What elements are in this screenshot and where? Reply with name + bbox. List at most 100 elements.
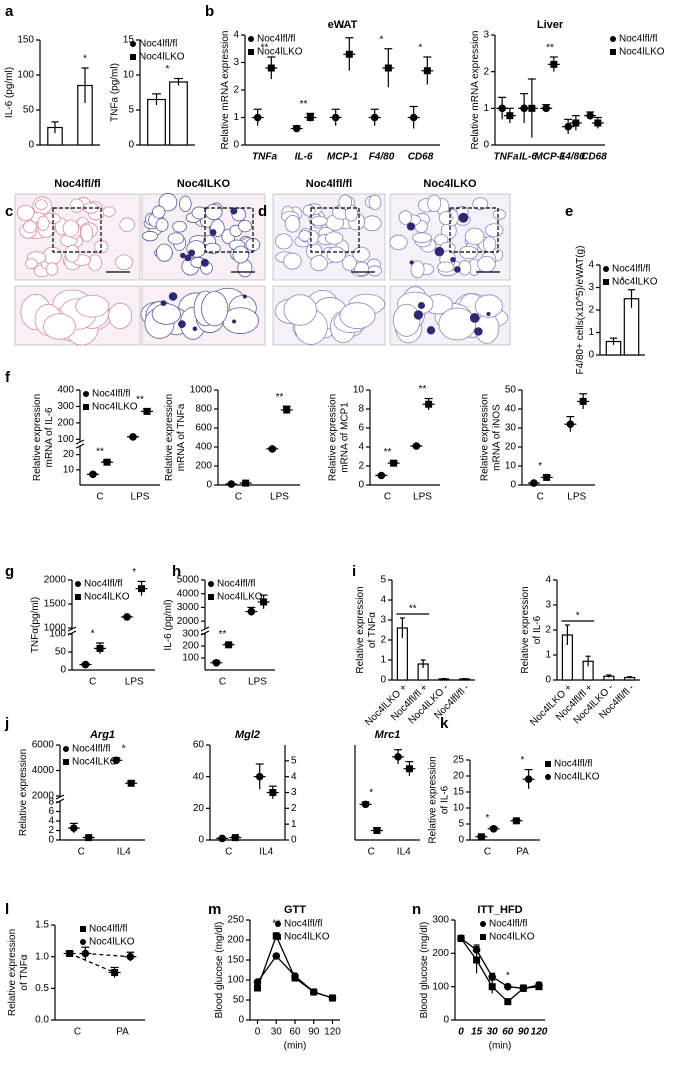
adipocyte	[437, 261, 455, 273]
series-line	[69, 952, 115, 974]
y-tick-label: 4000	[32, 765, 55, 776]
x-tick-label: IL-6	[519, 152, 537, 163]
stain	[413, 310, 424, 320]
series-line	[85, 952, 131, 958]
legend-marker	[83, 391, 89, 397]
adipocyte	[158, 193, 178, 212]
adipocyte	[179, 195, 192, 213]
y-tick-label: 1000	[190, 385, 213, 396]
legend-label: Noc4lfl/fl	[619, 34, 657, 45]
panel-label: h	[172, 563, 181, 580]
x-tick-label: C	[89, 677, 96, 688]
y-tick-label: 1	[588, 327, 594, 338]
significance: **	[136, 395, 144, 406]
chart-title: Liver	[537, 19, 564, 31]
y-tick-label: 4	[48, 816, 54, 827]
y-tick-label: 800	[195, 404, 212, 415]
panel-label: a	[5, 3, 14, 20]
adipocyte	[43, 313, 76, 340]
axis-break	[55, 794, 65, 800]
adipocyte	[427, 194, 442, 212]
adipocyte	[438, 307, 477, 341]
x-tick-label: MCP-1	[534, 152, 566, 163]
adipocyte	[172, 220, 187, 233]
y-tick-label: 2	[588, 305, 594, 316]
y-tick-label: 0	[443, 1015, 449, 1026]
y-tick-label: 50	[505, 385, 517, 396]
adipocyte	[338, 194, 353, 210]
significance: **	[409, 604, 417, 615]
y-tick-label: 2000	[177, 616, 200, 627]
stain	[180, 252, 186, 259]
significance: *	[506, 971, 510, 982]
stain	[242, 294, 247, 299]
y-tick-label: 0	[545, 675, 551, 686]
adipocyte	[472, 197, 489, 211]
legend-marker	[83, 404, 89, 410]
adipocyte	[367, 265, 382, 277]
x-tick-label: LPS	[413, 492, 432, 503]
adipocyte	[410, 260, 425, 279]
y-tick-label: 0	[458, 835, 464, 846]
chart-title: Mrc1	[375, 729, 401, 741]
adipocyte	[325, 231, 344, 245]
adipocyte	[151, 303, 181, 325]
y-tick-label: 300	[432, 915, 449, 926]
adipocyte	[23, 220, 37, 234]
significance: *	[91, 629, 95, 640]
bar	[147, 98, 166, 146]
zoom-box	[449, 207, 499, 253]
y-tick-label: 100	[432, 981, 449, 992]
adipocyte	[392, 303, 421, 337]
legend-marker	[480, 921, 486, 927]
legend-marker	[208, 594, 214, 600]
zoom-box	[52, 207, 102, 253]
adipocyte	[167, 232, 185, 245]
legend-marker	[80, 926, 86, 932]
adipocyte	[115, 254, 134, 270]
adipocyte	[155, 218, 169, 232]
legend-marker	[75, 594, 81, 600]
y-axis-label: Relative expression	[32, 394, 43, 481]
x-tick-label: LPS	[131, 492, 150, 503]
y-axis-label: F4/80+ cells(x10^5)/eWAT(g)	[575, 246, 586, 375]
y-tick-label: 0	[28, 140, 34, 151]
y-tick-label: 0	[380, 675, 386, 686]
image-title: Noc4lfl/fl	[306, 178, 352, 190]
panel-label: i	[352, 563, 356, 580]
y-axis-label: TNFα(pg/ml)	[30, 597, 41, 653]
y-tick-label: 60	[193, 740, 205, 751]
legend-marker	[275, 921, 281, 927]
y-axis-label: Relative expression	[427, 756, 438, 843]
significance: **	[546, 43, 554, 54]
y-tick-label: 50	[23, 105, 35, 116]
adipocyte	[75, 294, 110, 318]
x-tick-label: F4/80	[369, 152, 395, 163]
adipocyte	[152, 205, 166, 219]
significance: **	[219, 629, 227, 640]
y-tick-label: 1000	[44, 623, 67, 634]
x-tick-label: C	[96, 492, 103, 503]
adipocyte	[64, 244, 80, 263]
y-tick-label: 150	[227, 955, 244, 966]
y-tick-label: 100	[182, 653, 199, 664]
y-tick-label: 6000	[32, 740, 55, 751]
significance: **	[276, 392, 284, 403]
significance: *	[419, 43, 423, 54]
adipocyte	[205, 204, 223, 221]
panel-label: n	[412, 901, 421, 918]
y-axis-label: Blood glucose (mg/dl)	[214, 922, 225, 1019]
y-tick-label: 15	[123, 35, 135, 46]
legend-label: Noc4lfl/fl	[139, 39, 177, 50]
y-tick-label: 1.0	[35, 951, 49, 962]
y-tick-label: 10	[353, 385, 365, 396]
y-tick-label: 0	[233, 140, 239, 151]
adipocyte	[326, 246, 346, 263]
x-tick-label: IL4	[117, 847, 131, 858]
adipocyte	[389, 234, 408, 251]
y2-tick-label: 4	[291, 771, 297, 782]
y-tick-label: 200	[432, 948, 449, 959]
legend-label: Noc4lfl/fl	[89, 924, 127, 935]
